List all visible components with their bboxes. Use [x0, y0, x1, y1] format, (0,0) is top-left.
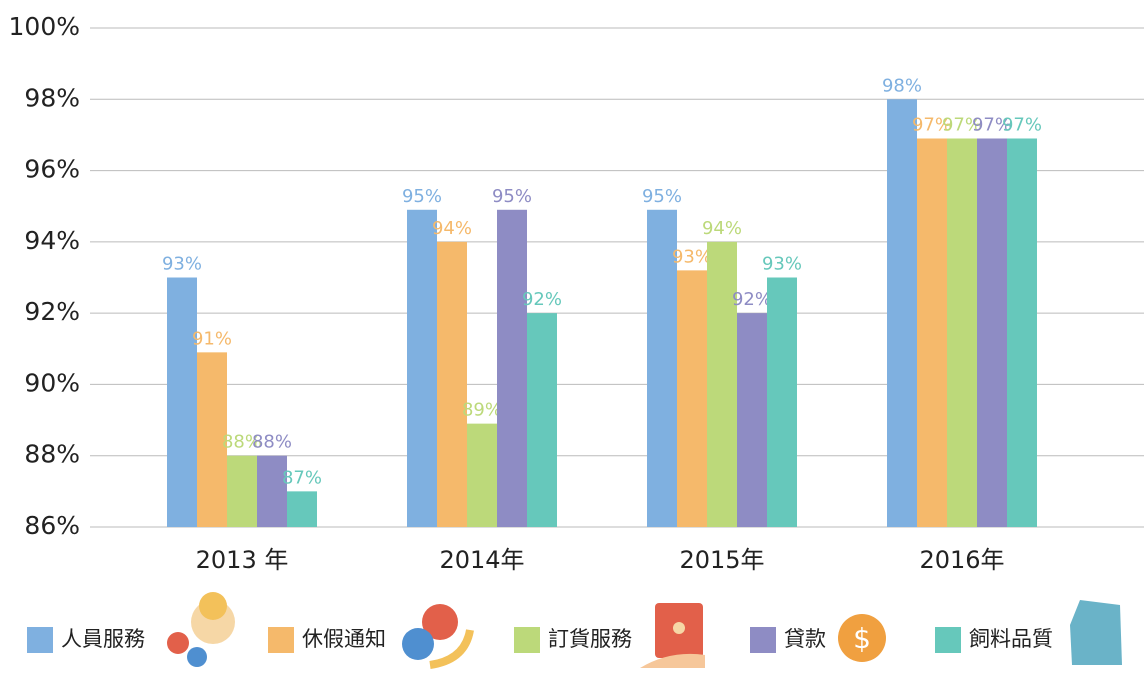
value-label: 89%	[462, 400, 502, 421]
bar	[917, 138, 947, 527]
value-label: 97%	[972, 114, 1012, 135]
legend-label: 飼料品質	[969, 627, 1053, 651]
legend-label: 貸款	[784, 627, 826, 651]
x-tick-label: 2014年	[439, 546, 524, 574]
bar	[167, 277, 197, 527]
bar	[227, 455, 257, 527]
value-label: 97%	[942, 114, 982, 135]
bar	[197, 352, 227, 527]
bar	[527, 313, 557, 527]
bar	[647, 209, 677, 527]
bar	[737, 313, 767, 527]
legend-label: 訂貨服務	[548, 627, 632, 651]
bar	[977, 138, 1007, 527]
value-label: 97%	[912, 114, 952, 135]
x-tick-label: 2015年	[679, 546, 764, 574]
value-label: 93%	[672, 246, 712, 267]
bar	[467, 423, 497, 527]
value-label: 94%	[432, 218, 472, 239]
x-tick-label: 2013 年	[196, 546, 289, 574]
bar	[407, 209, 437, 527]
value-label: 95%	[642, 186, 682, 207]
bar	[257, 455, 287, 527]
bar	[677, 270, 707, 527]
legend-swatch	[750, 627, 776, 653]
value-label: 88%	[222, 432, 262, 453]
value-label: 93%	[762, 254, 802, 275]
legend-swatch	[27, 627, 53, 653]
legend-swatch	[268, 627, 294, 653]
legend-label: 人員服務	[61, 627, 145, 651]
y-tick-label: 90%	[24, 368, 80, 397]
y-tick-label: 86%	[24, 511, 80, 540]
y-tick-label: 98%	[24, 83, 80, 112]
value-label: 92%	[522, 289, 562, 310]
value-label: 93%	[162, 254, 202, 275]
value-label: 92%	[732, 289, 772, 310]
bar	[767, 277, 797, 527]
bar	[707, 241, 737, 527]
value-label: 88%	[252, 432, 292, 453]
bar	[887, 99, 917, 528]
value-label: 95%	[492, 186, 532, 207]
x-tick-label: 2016年	[919, 546, 1004, 574]
legend-swatch	[935, 627, 961, 653]
value-label: 87%	[282, 467, 322, 488]
bar	[287, 491, 317, 527]
value-label: 98%	[882, 75, 922, 96]
y-tick-label: 88%	[24, 440, 80, 469]
value-label: 97%	[1002, 114, 1042, 135]
legend-swatch	[514, 627, 540, 653]
bar	[497, 209, 527, 527]
svg-text:$: $	[853, 622, 871, 655]
y-tick-label: 92%	[24, 297, 80, 326]
bar	[1007, 138, 1037, 527]
y-tick-label: 94%	[24, 226, 80, 255]
value-label: 94%	[702, 218, 742, 239]
legend-icons: $	[167, 592, 1122, 669]
y-tick-label: 96%	[24, 155, 80, 184]
value-label: 95%	[402, 186, 442, 207]
value-label: 91%	[192, 328, 232, 349]
bar	[437, 241, 467, 527]
bar	[947, 138, 977, 527]
legend-label: 休假通知	[302, 627, 386, 651]
y-tick-label: 100%	[9, 12, 80, 41]
